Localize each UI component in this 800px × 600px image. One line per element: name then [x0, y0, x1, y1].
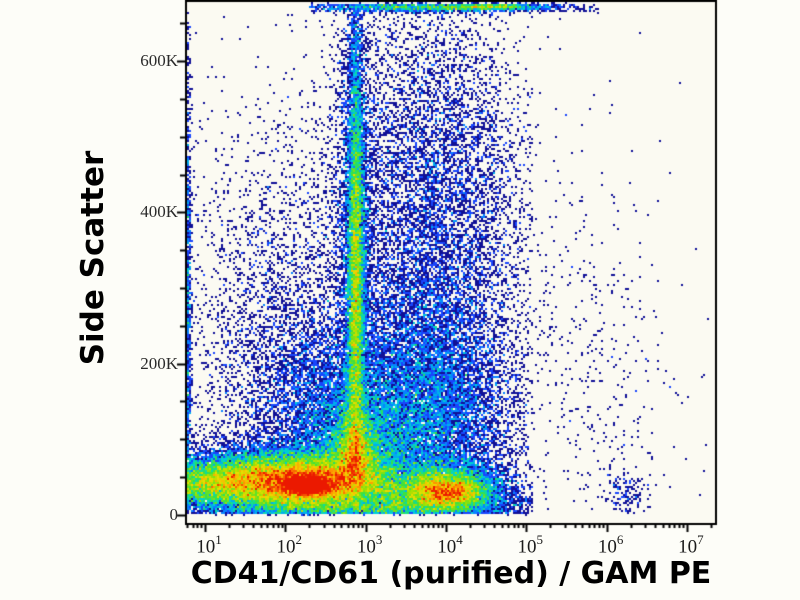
x-tick-label: 101 [196, 532, 222, 558]
x-tick-label: 103 [356, 532, 383, 558]
x-tick-label: 105 [517, 532, 544, 558]
x-tick-label: 104 [437, 532, 463, 558]
y-tick-label: 200K [140, 353, 178, 373]
x-tick-label: 106 [597, 532, 624, 558]
y-tick-label: 0 [169, 504, 179, 524]
y-axis-title: Side Scatter [75, 150, 111, 366]
x-tick-label: 102 [276, 532, 303, 558]
y-tick-label: 600K [140, 51, 178, 70]
y-tick-label: 400K [140, 202, 178, 222]
x-axis-title: CD41/CD61 (purified) / GAM PE [190, 556, 712, 591]
x-tick-label: 107 [678, 532, 704, 558]
